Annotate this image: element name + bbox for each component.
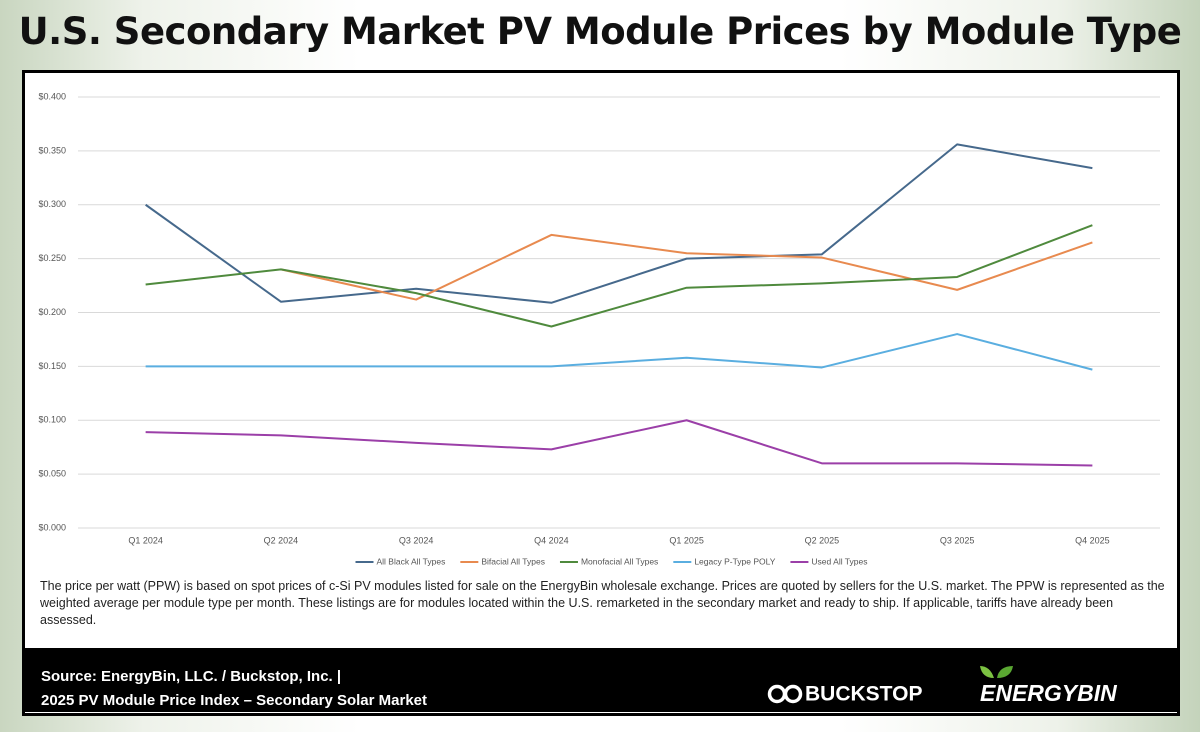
- title: U.S. Secondary Market PV Module Prices b…: [18, 10, 1182, 53]
- line: [145, 143, 1093, 304]
- legend-label: Used All Types: [811, 556, 867, 566]
- y-tick-label: $0.050: [38, 469, 66, 479]
- chart-frame: [22, 70, 1180, 716]
- footer: Source: EnergyBin, LLC. / Buckstop, Inc.…: [25, 648, 1177, 712]
- y-tick-label: $0.350: [38, 145, 66, 155]
- index-name: 2025 PV Module Price Index – Secondary S…: [41, 692, 427, 709]
- x-tick-label: Q4 2025: [1075, 535, 1110, 545]
- line: [145, 333, 1093, 371]
- y-tick-label: $0.100: [38, 415, 66, 425]
- energybin-logo: ENERGYBIN: [980, 680, 1117, 706]
- x-tick-label: Q1 2024: [128, 535, 163, 545]
- legend-label: Bifacial All Types: [481, 556, 545, 566]
- logos: BUCKSTOP ENERGYBIN: [767, 666, 1117, 706]
- buckstop-logo: BUCKSTOP: [805, 683, 922, 706]
- legend-label: Legacy P-Type POLY: [694, 556, 775, 566]
- line: [145, 224, 1093, 328]
- line: [280, 233, 1093, 301]
- energybin-icon: [980, 666, 1013, 678]
- y-tick-label: $0.400: [38, 91, 66, 101]
- x-tick-label: Q4 2024: [534, 535, 569, 545]
- note: The price per watt (PPW) is based on spo…: [40, 579, 1165, 627]
- y-tick-label: $0.300: [38, 199, 66, 209]
- x-tick-label: Q2 2024: [264, 535, 299, 545]
- y-tick-label: $0.000: [38, 522, 66, 532]
- buckstop-icon: [767, 684, 803, 704]
- legend-label: All Black All Types: [377, 556, 446, 566]
- x-tick-label: Q3 2025: [940, 535, 975, 545]
- y-tick-label: $0.150: [38, 361, 66, 371]
- x-tick-label: Q1 2025: [669, 535, 704, 545]
- line: [145, 419, 1093, 467]
- source: Source: EnergyBin, LLC. / Buckstop, Inc.…: [41, 668, 342, 685]
- x-tick-label: Q3 2024: [399, 535, 434, 545]
- y-tick-label: $0.200: [38, 307, 66, 317]
- y-tick-label: $0.250: [38, 253, 66, 263]
- x-tick-label: Q2 2025: [805, 535, 840, 545]
- legend-label: Monofacial All Types: [581, 556, 658, 566]
